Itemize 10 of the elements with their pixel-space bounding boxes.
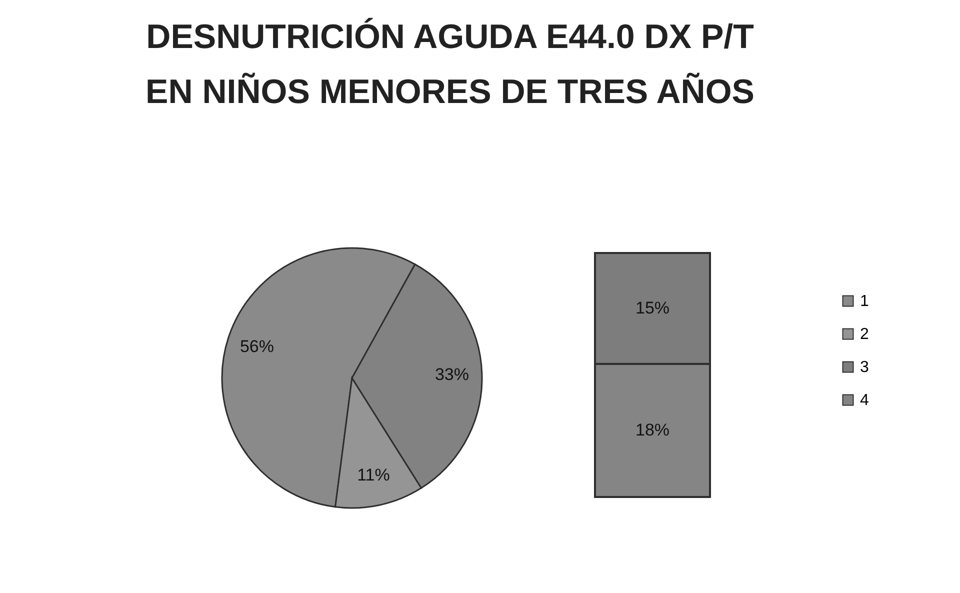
legend-label: 2	[860, 326, 869, 343]
legend-label: 1	[860, 293, 869, 310]
data-label: 15%	[635, 298, 670, 318]
data-label: 18%	[635, 420, 670, 440]
data-label: 11%	[357, 466, 390, 485]
data-label: 33%	[434, 365, 469, 384]
legend-label: 3	[860, 359, 869, 376]
data-label: 56%	[240, 336, 274, 356]
legend-label: 4	[860, 392, 869, 409]
chart-title: DESNUTRICIÓN AGUDA E44.0 DX P/T EN NIÑOS MENORES DE TRES AÑOS	[146, 17, 754, 111]
